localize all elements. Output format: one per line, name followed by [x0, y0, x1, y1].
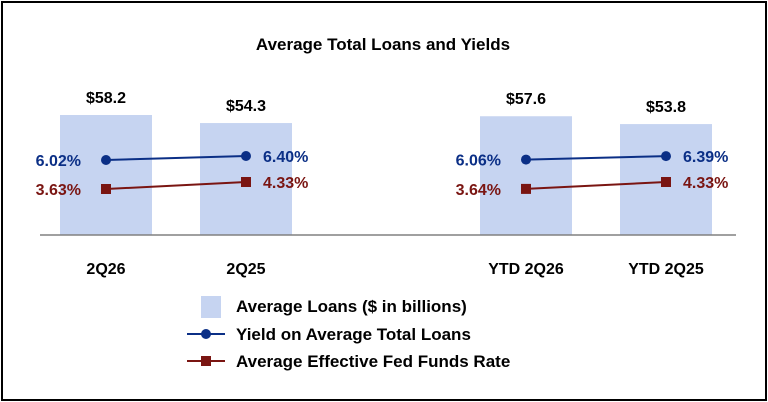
- legend-label-fed: Average Effective Fed Funds Rate: [236, 352, 510, 371]
- category-labels: 2Q26 2Q25 YTD 2Q26 YTD 2Q25: [86, 261, 703, 278]
- legend-label-loans: Average Loans ($ in billions): [236, 297, 467, 316]
- legend-marker-fed: [201, 356, 211, 366]
- yield-point-3: [661, 151, 671, 162]
- category-label-0: 2Q26: [86, 261, 125, 278]
- bar-value-label-2: $57.6: [506, 91, 546, 108]
- category-label-3: YTD 2Q25: [628, 261, 704, 278]
- fed-label-1: 4.33%: [263, 175, 308, 192]
- fed-point-2: [521, 183, 531, 194]
- fed-line-segment-1: [525, 181, 667, 190]
- bar-value-label-3: $53.8: [646, 99, 686, 116]
- fed-point-3: [661, 177, 671, 187]
- bar-2: [480, 116, 572, 235]
- yield-label-0: 6.02%: [36, 153, 81, 170]
- bar-value-label-0: $58.2: [86, 90, 126, 107]
- yield-line-segment-1: [525, 155, 667, 161]
- labels-layer: $58.2 $54.3 $57.6 $53.8 6.02% 6.40% 6.06% 6.39%…: [36, 90, 729, 199]
- fed-label-3: 4.33%: [683, 175, 728, 192]
- legend-swatch-bar: [201, 296, 221, 318]
- fed-line-segment-0: [105, 181, 247, 190]
- lines-layer: [101, 151, 671, 194]
- bar-value-label-1: $54.3: [226, 98, 266, 115]
- fed-label-0: 3.63%: [36, 182, 81, 199]
- chart-svg: Average Total Loans and Yields $58.2 $54.…: [36, 35, 736, 371]
- legend-label-yield: Yield on Average Total Loans: [236, 325, 471, 344]
- yield-label-2: 6.06%: [456, 153, 501, 170]
- fed-point-0: [101, 184, 111, 194]
- category-label-1: 2Q25: [226, 261, 265, 278]
- yield-point-2: [521, 154, 531, 165]
- legend: Average Loans ($ in billions) Yield on A…: [187, 296, 510, 371]
- chart-title: Average Total Loans and Yields: [256, 35, 510, 54]
- bars-layer: [60, 115, 712, 235]
- fed-point-1: [241, 177, 251, 187]
- yield-point-0: [101, 155, 111, 165]
- yield-label-1: 6.40%: [263, 149, 308, 166]
- category-label-2: YTD 2Q26: [488, 261, 564, 278]
- yield-line-segment-0: [105, 155, 247, 161]
- bar-0: [60, 115, 152, 235]
- legend-marker-yield: [201, 329, 211, 339]
- fed-label-2: 3.64%: [456, 182, 501, 199]
- yield-label-3: 6.39%: [683, 149, 728, 166]
- yield-point-1: [241, 151, 251, 161]
